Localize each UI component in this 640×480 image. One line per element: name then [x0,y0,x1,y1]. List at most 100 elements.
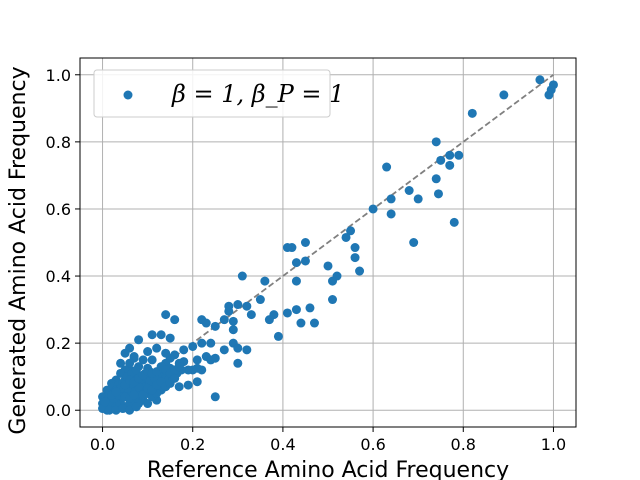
y-tick-label: 0.8 [46,133,71,152]
data-point [138,390,148,400]
data-point [131,402,141,412]
data-point [454,150,464,160]
data-point [125,405,135,415]
data-point [224,306,234,316]
data-point [350,243,360,253]
y-tick-label: 0.4 [46,267,71,286]
data-point [323,261,333,271]
data-point [467,108,477,118]
x-axis-label: Reference Amino Acid Frequency [147,458,509,480]
x-tick-label: 1.0 [541,435,566,454]
data-point [237,271,247,281]
data-point [535,75,545,85]
data-point [242,301,252,311]
data-point [210,321,220,331]
data-point [174,382,184,392]
data-point [116,368,126,378]
data-point [436,155,446,165]
data-point [161,348,171,358]
data-point [147,330,157,340]
legend: β = 1, β_P = 1 [93,69,344,118]
data-point [300,256,310,266]
data-point [125,343,135,353]
data-point [544,90,554,100]
data-point [116,358,126,368]
x-tick-label: 0.0 [90,435,115,454]
data-point [341,232,351,242]
data-point [445,160,455,170]
legend-label: β = 1, β_P = 1 [171,80,344,108]
data-point [179,345,189,355]
data-point [192,377,202,387]
data-point [386,194,396,204]
y-axis-label: Generated Amino Acid Frequency [6,66,31,434]
data-point [255,295,265,305]
data-point [192,355,202,365]
legend-box [93,69,331,118]
data-point [433,189,443,199]
data-point [156,330,166,340]
data-point [368,204,378,214]
data-point [201,318,211,328]
data-point [183,365,193,375]
data-point [431,137,441,147]
data-point [131,365,141,375]
data-point [210,353,220,363]
data-point [445,150,455,160]
data-point [111,405,121,415]
data-point [183,380,193,390]
data-point [219,345,229,355]
data-point [138,355,148,365]
legend-marker [123,90,133,100]
y-tick-label: 0.2 [46,334,71,353]
data-point [134,335,144,345]
data-point [111,387,121,397]
data-point [188,341,198,351]
data-point [260,276,270,286]
data-point [233,358,243,368]
data-point [147,355,157,365]
data-point [233,300,243,310]
data-point [431,174,441,184]
data-point [291,305,301,315]
data-point [328,276,338,286]
data-point [246,310,256,320]
y-tick-label: 1.0 [46,66,71,85]
x-axis-ticks: 0.0 0.2 0.4 0.6 0.8 1.0 [90,427,566,454]
data-point [210,392,220,402]
data-point [386,209,396,219]
data-point [197,338,207,348]
data-point [499,90,509,100]
data-point [143,347,153,357]
data-point [233,343,243,353]
data-point [409,238,419,247]
data-point [228,316,238,326]
data-point [228,325,238,335]
data-point [104,405,114,415]
data-point [165,333,175,343]
data-point [300,238,310,247]
data-point [346,226,356,236]
data-point [174,362,184,372]
data-point [296,318,306,328]
x-tick-label: 0.8 [451,435,476,454]
data-point [291,258,301,268]
data-points [98,75,558,415]
data-point [161,310,171,320]
data-point [129,390,139,400]
plot-frame [79,57,577,428]
y-tick-label: 0.0 [46,401,71,420]
data-point [264,315,274,325]
data-point [143,399,153,409]
data-point [100,397,110,407]
data-point [413,194,423,204]
y-axis-ticks: 0.0 0.2 0.4 0.6 0.8 1.0 [46,66,80,420]
data-point [305,303,315,313]
data-point [206,338,216,348]
data-point [152,343,162,353]
y-tick-label: 0.6 [46,200,71,219]
data-point [382,162,392,172]
x-tick-label: 0.2 [180,435,205,454]
data-point [125,358,135,368]
